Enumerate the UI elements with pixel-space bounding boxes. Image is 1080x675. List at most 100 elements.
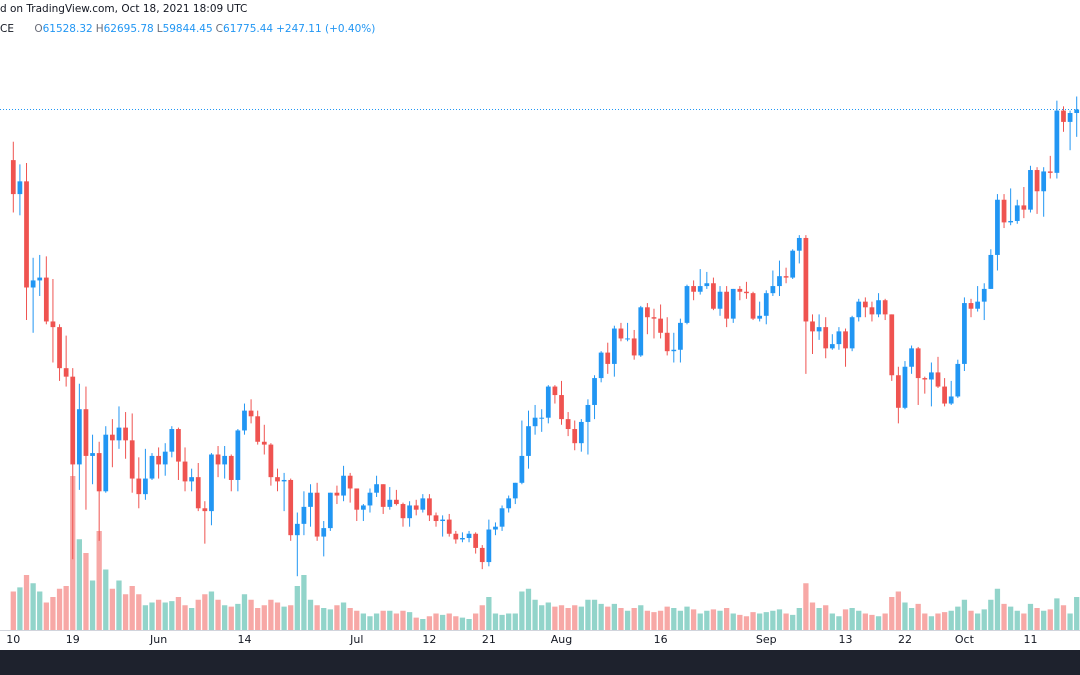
candle-body <box>215 454 221 465</box>
candle-body <box>1054 110 1060 173</box>
candle-body <box>314 492 320 537</box>
volume-bar <box>406 612 413 630</box>
volume-bar <box>710 609 717 630</box>
volume-bar <box>453 616 459 630</box>
volume-bar <box>340 602 347 630</box>
candle-body <box>882 300 888 315</box>
candle-body <box>1047 171 1053 173</box>
volume-bar <box>136 594 142 630</box>
candle-body <box>1028 170 1033 210</box>
volume-bar <box>856 610 862 630</box>
candle-body <box>816 327 822 332</box>
candle-body <box>592 378 597 405</box>
volume-bar <box>347 608 353 630</box>
candle-body <box>730 288 736 319</box>
candle-body <box>796 237 802 251</box>
volume-bar <box>816 608 822 630</box>
candle-body <box>288 479 294 536</box>
volume-bar <box>96 531 102 630</box>
candle-body <box>545 386 551 418</box>
candle-body <box>598 352 604 379</box>
candle-body <box>565 419 571 430</box>
volume-bar <box>512 613 518 630</box>
volume-bar <box>169 601 175 630</box>
candle-body <box>526 426 531 456</box>
candle-body <box>222 455 228 465</box>
volume-bar <box>657 610 664 630</box>
volume-bar <box>750 612 756 630</box>
candle-body <box>691 286 696 292</box>
volume-bar <box>552 606 558 630</box>
candle-body <box>123 427 128 441</box>
volume-bar <box>327 609 333 630</box>
candle-body <box>856 301 862 318</box>
candle-body <box>57 327 62 369</box>
volume-bar <box>274 602 281 630</box>
candle-body <box>572 429 578 444</box>
candle-body <box>823 327 829 349</box>
volume-bar <box>922 613 928 630</box>
volume-bar <box>677 610 684 630</box>
candle-body <box>724 291 730 319</box>
ohlc-key: L <box>156 23 163 35</box>
volume-bar <box>30 583 36 630</box>
volume-bar <box>439 614 446 630</box>
candle-body <box>942 386 947 404</box>
volume-bar <box>697 613 703 630</box>
volume-bar <box>823 605 829 630</box>
volume-bar <box>519 591 525 630</box>
candle-body <box>149 455 155 479</box>
candle-body <box>1008 220 1014 223</box>
volume-bar <box>783 613 789 630</box>
volume-bar <box>770 610 776 630</box>
volume-bar <box>255 608 261 630</box>
volume-bar <box>651 612 657 630</box>
candle-body <box>341 475 346 496</box>
candle-body <box>704 283 710 287</box>
candle-body <box>843 331 848 349</box>
candle-body <box>1074 109 1080 114</box>
candle-body <box>202 508 208 512</box>
candle-body <box>176 429 181 462</box>
candle-body <box>876 300 881 315</box>
volume-bar <box>360 613 367 630</box>
candle-body <box>43 277 49 322</box>
volume-bar <box>902 602 908 630</box>
volume-bar <box>704 610 710 630</box>
candle-body <box>559 395 564 420</box>
volume-bar <box>155 599 162 630</box>
volume-bar <box>849 608 855 630</box>
candle-body <box>294 523 300 536</box>
candle-body <box>413 505 419 510</box>
candle-body <box>506 498 512 509</box>
candle-body <box>327 492 333 529</box>
candle-body <box>651 317 657 319</box>
candle-body <box>308 492 313 507</box>
volume-bar <box>1021 613 1027 630</box>
candle-body <box>90 453 95 456</box>
candle-body <box>479 547 485 563</box>
candle-body <box>182 461 188 482</box>
volume-bar <box>572 605 578 630</box>
volume-bar <box>723 608 730 630</box>
volume-bar <box>776 609 783 630</box>
candle-body <box>486 529 492 563</box>
volume-bar <box>103 569 109 630</box>
candle-body <box>671 349 677 352</box>
volume-bar <box>743 616 750 630</box>
candle-body <box>658 318 663 333</box>
volume-bar <box>598 603 604 630</box>
x-tick-label: 19 <box>66 633 80 646</box>
candle-body <box>242 410 247 431</box>
candle-body <box>512 482 518 499</box>
volume-bar <box>757 613 763 630</box>
candle-body <box>902 366 908 408</box>
candle-body <box>750 293 756 319</box>
volume-bar <box>1054 598 1060 630</box>
volume-bar <box>1047 609 1053 630</box>
volume-bar <box>215 599 221 630</box>
candle-body <box>935 372 941 387</box>
candle-body <box>76 409 82 465</box>
volume-bar <box>955 606 961 630</box>
candle-body <box>697 286 703 292</box>
